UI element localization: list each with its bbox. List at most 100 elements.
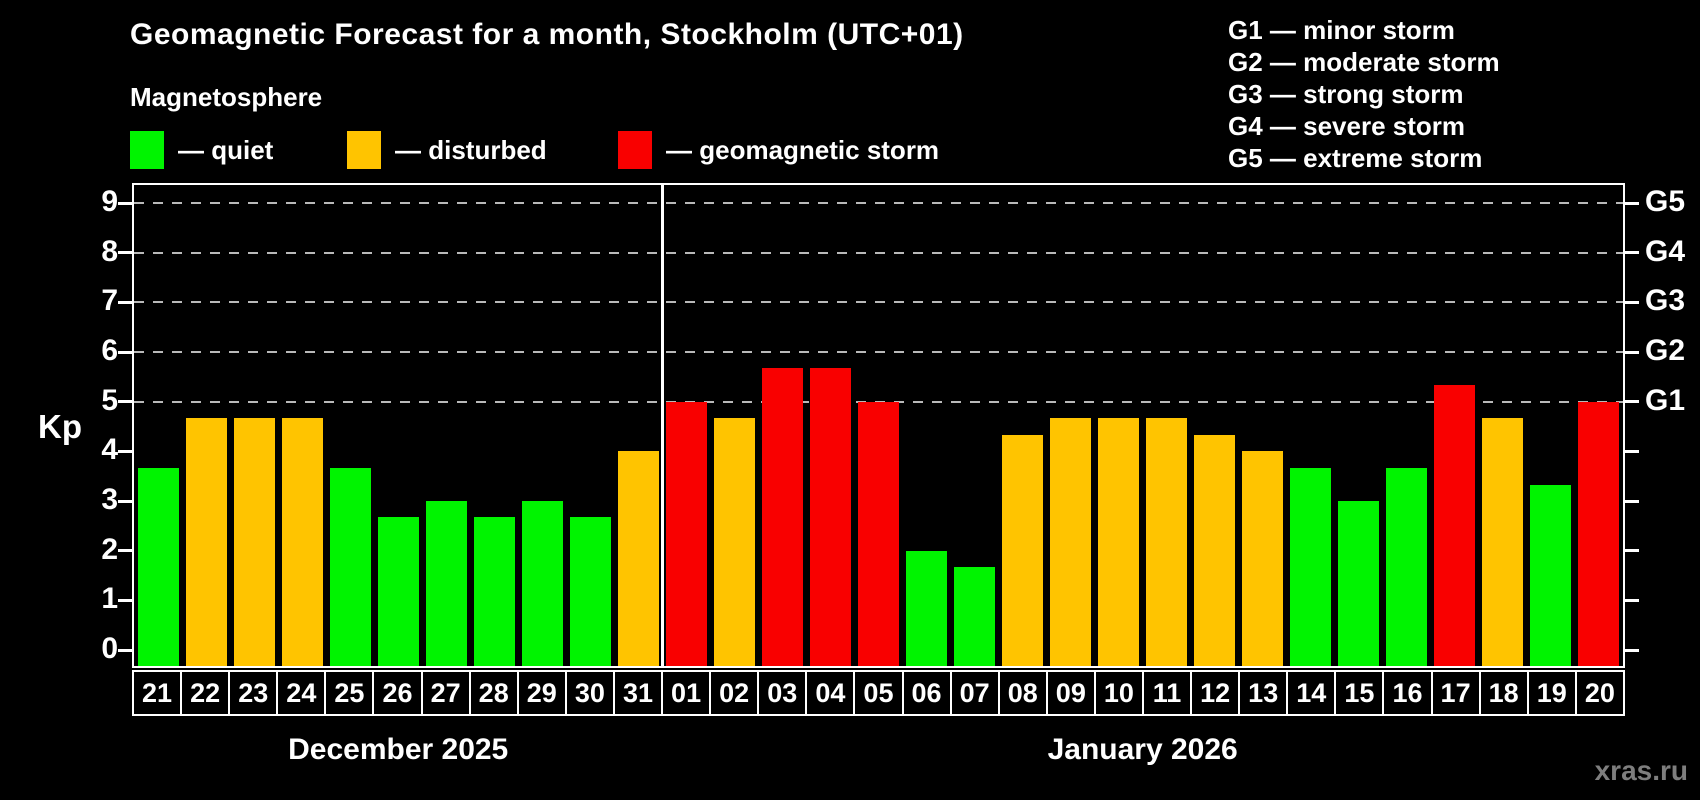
kp-bar-day-28 bbox=[473, 517, 515, 666]
right-axis-label-g5: G5 bbox=[1645, 185, 1686, 218]
kp-bar-day-03 bbox=[761, 368, 803, 666]
y-tick-right bbox=[1625, 300, 1639, 304]
day-cell-10: 10 bbox=[1095, 672, 1144, 714]
day-cell-20: 20 bbox=[1576, 672, 1623, 714]
y-tick-left bbox=[118, 201, 132, 205]
legend-quiet-label: — quiet bbox=[178, 134, 274, 165]
day-cell-23: 23 bbox=[230, 672, 279, 714]
g-legend-line: G4 — severe storm bbox=[1228, 111, 1466, 141]
kp-bar-day-16 bbox=[1386, 467, 1428, 666]
g-legend-line: G3 — strong storm bbox=[1228, 79, 1464, 109]
legend-item-quiet: — quiet bbox=[130, 130, 273, 170]
day-cell-11: 11 bbox=[1143, 672, 1193, 714]
legend-item-disturbed: — disturbed bbox=[347, 130, 547, 170]
y-axis-title: Kp bbox=[38, 408, 82, 445]
right-axis-label-g3: G3 bbox=[1645, 284, 1686, 318]
day-cell-21: 21 bbox=[134, 672, 183, 714]
day-cell-14: 14 bbox=[1288, 672, 1337, 714]
day-cell-29: 29 bbox=[518, 672, 567, 714]
day-cell-13: 13 bbox=[1240, 672, 1289, 714]
g-scale-legend: G1 — minor storm G2 — moderate storm G3 — … bbox=[1228, 14, 1500, 174]
legend-disturbed-label: — disturbed bbox=[395, 134, 547, 165]
kp-bar-day-22 bbox=[185, 418, 227, 666]
month-label-1: January 2026 bbox=[1047, 733, 1238, 766]
legend-storm-label: — geomagnetic storm bbox=[666, 134, 940, 165]
day-cell-12: 12 bbox=[1192, 672, 1241, 714]
g-legend-line: G2 — moderate storm bbox=[1228, 47, 1500, 77]
y-tick-right bbox=[1625, 400, 1639, 404]
y-tick-left bbox=[118, 251, 132, 255]
kp-bar-day-25 bbox=[329, 467, 371, 666]
y-tick-right bbox=[1625, 648, 1639, 652]
kp-bar-day-07 bbox=[954, 567, 996, 666]
y-tick-right bbox=[1625, 201, 1639, 205]
magnetosphere-label: Magnetosphere bbox=[130, 82, 323, 112]
kp-bar-day-21 bbox=[137, 467, 179, 666]
day-cell-16: 16 bbox=[1384, 672, 1433, 714]
y-tick-right bbox=[1625, 251, 1639, 255]
legend-item-storm: — geomagnetic storm bbox=[618, 130, 939, 170]
y-tick-left bbox=[118, 449, 132, 453]
kp-bar-day-12 bbox=[1194, 434, 1236, 666]
kp-bar-day-27 bbox=[425, 501, 467, 666]
quiet-color-swatch bbox=[130, 131, 164, 169]
kp-bar-day-10 bbox=[1098, 418, 1140, 666]
gridline-kp7 bbox=[134, 301, 1623, 304]
y-tick-left bbox=[118, 350, 132, 354]
right-axis-label-g1: G1 bbox=[1645, 383, 1686, 417]
kp-bar-day-17 bbox=[1434, 385, 1476, 666]
y-tick-left bbox=[118, 300, 132, 304]
day-cell-28: 28 bbox=[470, 672, 519, 714]
kp-bar-day-31 bbox=[617, 451, 659, 666]
day-cell-19: 19 bbox=[1528, 672, 1577, 714]
y-axis-label: 4 bbox=[101, 433, 118, 467]
kp-bar-day-18 bbox=[1482, 418, 1524, 666]
day-cell-09: 09 bbox=[1047, 672, 1096, 714]
kp-bar-day-13 bbox=[1242, 451, 1284, 666]
month-separator bbox=[660, 183, 664, 668]
kp-bar-day-02 bbox=[713, 418, 755, 666]
month-label-0: December 2025 bbox=[288, 733, 509, 766]
y-axis-label: 7 bbox=[101, 284, 118, 318]
y-tick-left bbox=[118, 400, 132, 404]
y-axis-label: 5 bbox=[101, 383, 118, 417]
kp-bar-day-14 bbox=[1290, 467, 1332, 666]
y-tick-left bbox=[118, 549, 132, 553]
day-cell-31: 31 bbox=[614, 672, 664, 714]
y-tick-right bbox=[1625, 350, 1639, 354]
storm-color-swatch bbox=[618, 131, 652, 169]
y-tick-left bbox=[118, 598, 132, 602]
y-tick-right bbox=[1625, 449, 1639, 453]
kp-bar-day-08 bbox=[1002, 434, 1044, 666]
kp-bar-day-01 bbox=[665, 401, 707, 666]
y-axis-label: 1 bbox=[101, 582, 118, 616]
kp-bar-day-09 bbox=[1050, 418, 1092, 666]
day-cell-08: 08 bbox=[999, 672, 1048, 714]
g-legend-line: G5 — extreme storm bbox=[1228, 143, 1483, 173]
chart-title: Geomagnetic Forecast for a month, Stockh… bbox=[130, 18, 964, 51]
day-cell-30: 30 bbox=[566, 672, 615, 714]
y-axis-label: 0 bbox=[101, 632, 118, 665]
day-cell-17: 17 bbox=[1432, 672, 1481, 714]
kp-bar-day-29 bbox=[521, 501, 563, 666]
kp-bar-day-15 bbox=[1338, 501, 1380, 666]
y-axis-label: 6 bbox=[101, 334, 118, 367]
kp-bar-day-04 bbox=[809, 368, 851, 666]
gridline-kp8 bbox=[134, 251, 1623, 254]
right-axis-label-g2: G2 bbox=[1645, 334, 1686, 367]
day-cell-03: 03 bbox=[759, 672, 808, 714]
kp-bar-day-23 bbox=[233, 418, 275, 666]
kp-bar-day-20 bbox=[1578, 401, 1620, 666]
kp-bar-day-05 bbox=[858, 401, 899, 666]
y-axis-label: 9 bbox=[101, 185, 118, 218]
y-axis-label: 3 bbox=[101, 483, 118, 516]
y-tick-left bbox=[118, 648, 132, 652]
kp-bar-day-30 bbox=[569, 517, 611, 666]
kp-bar-day-11 bbox=[1146, 418, 1188, 666]
kp-bar-day-24 bbox=[281, 418, 323, 666]
day-axis-row: 21 22 23 24 25 26 27 28 29 30 31 01 02 03 04 05 06 07 08 09… bbox=[132, 670, 1625, 716]
y-axis-label: 8 bbox=[101, 234, 118, 268]
kp-bar-day-26 bbox=[377, 517, 419, 666]
y-axis-label: 2 bbox=[101, 532, 118, 566]
